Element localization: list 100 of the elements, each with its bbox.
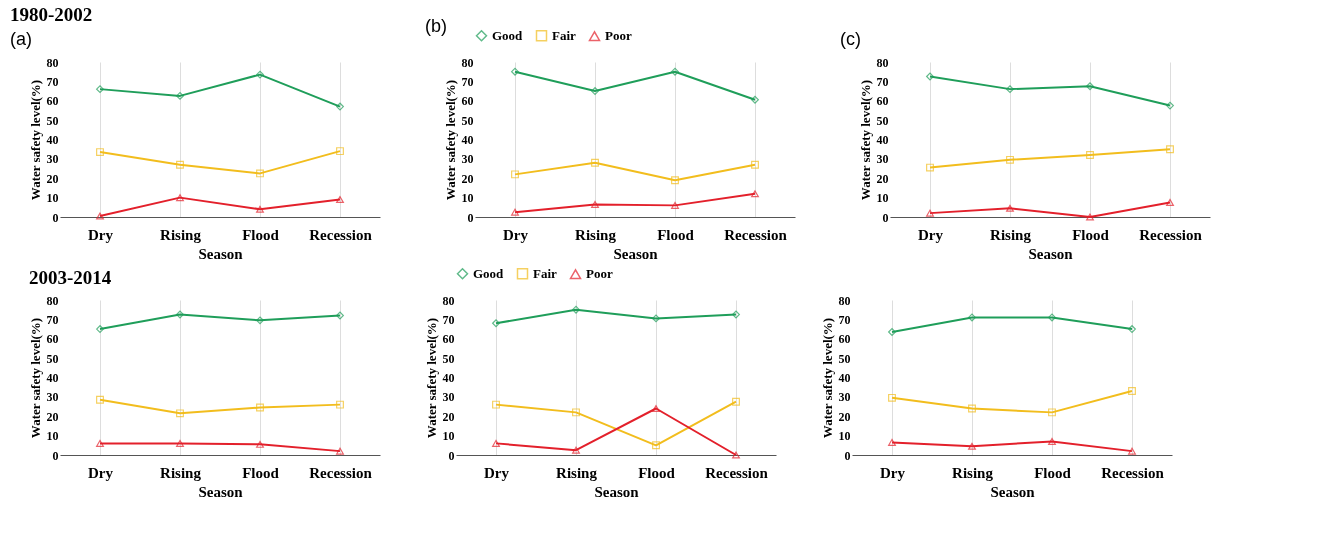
y-tick-label: 60 bbox=[442, 332, 455, 347]
point bbox=[1006, 204, 1014, 212]
point bbox=[336, 447, 344, 455]
point bbox=[1048, 437, 1056, 445]
y-tick-label: 60 bbox=[838, 332, 851, 347]
legend-label: Poor bbox=[586, 266, 613, 282]
y-tick-label: 30 bbox=[838, 390, 851, 405]
point bbox=[176, 91, 184, 100]
x-tick-label: Dry bbox=[918, 226, 944, 243]
point bbox=[511, 67, 519, 76]
x-tick-label: Rising bbox=[952, 464, 994, 481]
point bbox=[176, 310, 184, 319]
x-tick-label: Flood bbox=[657, 226, 695, 243]
y-tick-label: 10 bbox=[876, 191, 889, 206]
y-tick-label: 20 bbox=[442, 409, 455, 424]
x-tick-label: Recession bbox=[309, 464, 373, 481]
x-tick-label: Rising bbox=[160, 464, 202, 481]
legend-label: Good bbox=[492, 27, 524, 43]
point bbox=[888, 438, 896, 446]
point bbox=[492, 400, 500, 409]
point bbox=[652, 405, 660, 413]
y-tick-label: 30 bbox=[46, 390, 59, 405]
y-tick-label: 20 bbox=[876, 171, 889, 186]
x-tick-label: Dry bbox=[880, 464, 906, 481]
point bbox=[96, 325, 104, 334]
point bbox=[96, 439, 104, 447]
point bbox=[1048, 408, 1056, 417]
y-tick-label: 0 bbox=[882, 210, 889, 225]
x-tick-label: Flood bbox=[242, 226, 280, 243]
x-tick-label: Rising bbox=[990, 226, 1032, 243]
y-tick-label: 50 bbox=[876, 113, 889, 128]
point bbox=[968, 313, 976, 322]
y-tick-label: 80 bbox=[838, 293, 851, 308]
point bbox=[336, 196, 344, 204]
y-tick-label: 30 bbox=[442, 390, 455, 405]
point bbox=[1128, 325, 1136, 334]
x-axis-title: Season bbox=[198, 245, 244, 262]
y-tick-label: 0 bbox=[467, 210, 474, 225]
y-tick-label: 70 bbox=[46, 312, 59, 327]
point bbox=[732, 310, 740, 319]
legend-label: Fair bbox=[533, 265, 558, 281]
y-tick-label: 40 bbox=[442, 371, 455, 385]
point bbox=[256, 440, 264, 448]
point bbox=[572, 305, 580, 314]
y-tick-label: 80 bbox=[442, 293, 455, 308]
x-tick-label: Recession bbox=[724, 226, 788, 243]
y-tick-label: 50 bbox=[442, 351, 455, 366]
y-tick-label: 10 bbox=[46, 191, 59, 206]
y-tick-label: 60 bbox=[46, 94, 59, 109]
x-tick-label: Rising bbox=[575, 226, 617, 243]
y-tick-label: 50 bbox=[461, 113, 474, 128]
point bbox=[926, 163, 934, 172]
chart-title: 2003-2014 bbox=[29, 267, 112, 288]
point bbox=[652, 314, 660, 323]
point bbox=[572, 446, 580, 454]
point bbox=[888, 393, 896, 402]
point bbox=[926, 72, 934, 81]
y-tick-label: 80 bbox=[461, 55, 474, 70]
point bbox=[732, 451, 740, 459]
point bbox=[256, 205, 264, 213]
legend-label: Good bbox=[473, 265, 505, 281]
point bbox=[968, 404, 976, 413]
x-tick-label: Dry bbox=[88, 464, 114, 481]
point bbox=[751, 190, 759, 198]
point bbox=[591, 87, 599, 96]
point bbox=[732, 397, 740, 406]
y-tick-label: 50 bbox=[838, 351, 851, 366]
y-tick-label: 20 bbox=[46, 409, 59, 424]
y-tick-label: 0 bbox=[844, 448, 851, 463]
point bbox=[256, 316, 264, 325]
x-tick-label: Flood bbox=[1072, 226, 1110, 243]
y-tick-label: 10 bbox=[838, 429, 851, 444]
point bbox=[1086, 213, 1094, 221]
x-tick-label: Rising bbox=[556, 464, 598, 481]
point bbox=[176, 409, 184, 418]
point bbox=[511, 208, 519, 216]
x-tick-label: Recession bbox=[705, 464, 769, 481]
point bbox=[1166, 101, 1174, 110]
y-tick-label: 0 bbox=[52, 210, 59, 225]
text: (a) bbox=[10, 29, 32, 49]
y-tick-label: 70 bbox=[876, 74, 889, 89]
y-axis-title: Water safety level(%) bbox=[423, 317, 439, 439]
x-tick-label: Flood bbox=[242, 464, 280, 481]
y-tick-label: 80 bbox=[46, 55, 59, 70]
point bbox=[1006, 85, 1014, 94]
y-tick-label: 70 bbox=[838, 312, 851, 327]
y-tick-label: 40 bbox=[876, 133, 889, 147]
x-axis-title: Season bbox=[594, 483, 640, 500]
point bbox=[492, 319, 500, 328]
x-tick-label: Flood bbox=[638, 464, 676, 481]
y-axis-title: Water safety level(%) bbox=[857, 79, 873, 201]
x-tick-label: Flood bbox=[1034, 464, 1072, 481]
point bbox=[591, 200, 599, 208]
point bbox=[671, 201, 679, 209]
y-tick-label: 40 bbox=[838, 371, 851, 385]
x-tick-label: Dry bbox=[88, 226, 114, 243]
point bbox=[968, 442, 976, 450]
x-axis-title: Season bbox=[198, 483, 244, 500]
y-tick-label: 10 bbox=[442, 429, 455, 444]
x-tick-label: Rising bbox=[160, 226, 202, 243]
